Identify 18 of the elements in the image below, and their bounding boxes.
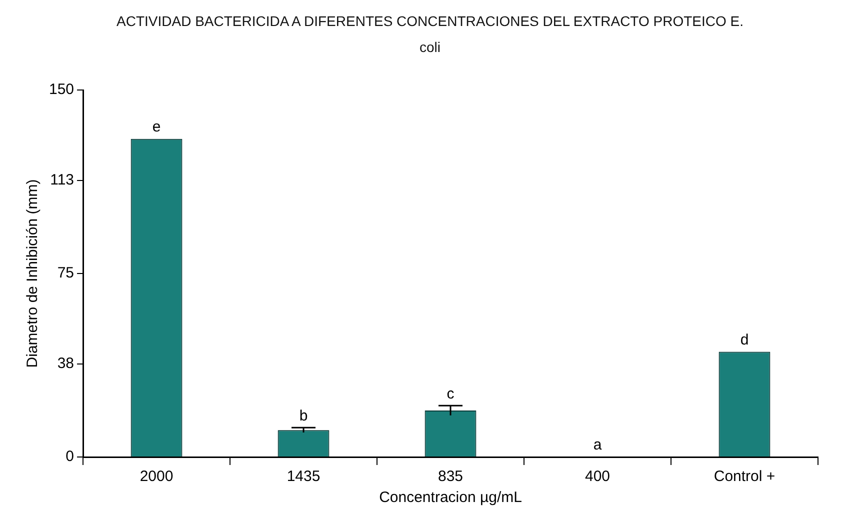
y-tick-label: 38	[57, 355, 74, 372]
x-tick-label: 2000	[140, 468, 174, 486]
y-tick-label: 113	[50, 172, 74, 189]
x-tick-label: 400	[584, 468, 610, 486]
annotation: c	[446, 385, 455, 402]
y-tick-label: 150	[48, 81, 74, 98]
annotation: e	[152, 118, 161, 136]
x-tick-label: 1435	[286, 468, 320, 486]
x-tick-label: Control +	[714, 468, 776, 486]
y-tick-label: 0	[66, 448, 74, 466]
annotation: d	[740, 331, 749, 348]
annotation: a	[593, 436, 602, 454]
x-axis-title: Concentracion µg/mL	[379, 489, 522, 506]
x-tick-label: 835	[438, 468, 464, 486]
y-tick-label: 75	[57, 264, 74, 282]
annotation: b	[299, 407, 308, 424]
y-axis-title: Diametro de Inhibición (mm)	[24, 179, 42, 368]
chart-title: ACTIVIDAD BACTERICIDA A DIFERENTES CONCENTRACIONES DEL EXTRACTO PROTEICO E. coli	[116, 12, 744, 57]
